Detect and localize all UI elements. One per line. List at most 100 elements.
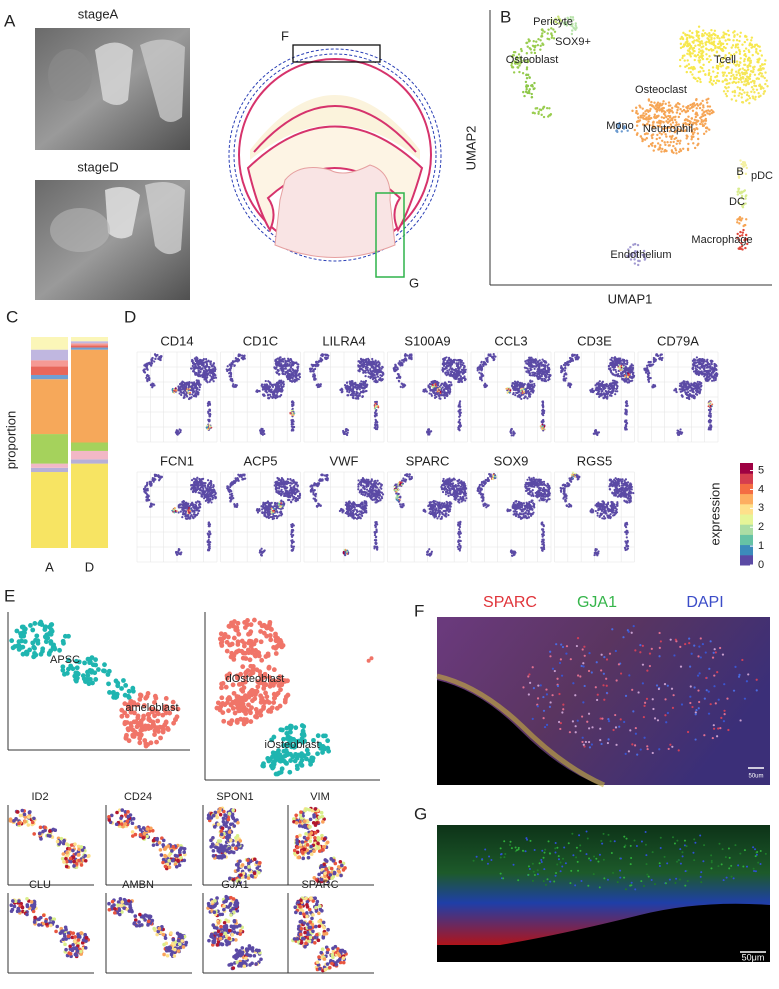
point	[733, 53, 736, 56]
point	[260, 432, 263, 435]
point	[674, 115, 677, 119]
point	[295, 371, 298, 374]
point	[740, 80, 743, 84]
point	[695, 126, 698, 130]
point	[345, 381, 349, 384]
point	[233, 385, 237, 388]
point	[737, 169, 740, 172]
point	[697, 59, 700, 62]
point	[526, 367, 529, 370]
point	[732, 39, 735, 42]
point	[757, 77, 761, 81]
point	[722, 31, 725, 34]
point	[544, 364, 547, 367]
point	[527, 386, 530, 389]
point	[565, 377, 568, 380]
point	[445, 394, 449, 398]
point	[371, 374, 374, 377]
point	[742, 165, 745, 168]
point	[696, 359, 699, 362]
point	[738, 222, 741, 225]
point	[704, 119, 708, 122]
point	[706, 37, 709, 40]
point	[280, 363, 283, 366]
point	[362, 365, 365, 369]
point	[721, 71, 724, 74]
point	[459, 361, 462, 364]
point	[346, 385, 349, 388]
point	[618, 121, 621, 125]
point	[548, 107, 551, 110]
point	[762, 67, 765, 70]
point	[381, 365, 384, 368]
point	[742, 228, 745, 232]
point	[702, 50, 705, 54]
point	[750, 36, 754, 39]
point	[697, 51, 701, 54]
point	[513, 380, 517, 383]
point	[690, 130, 694, 134]
point	[667, 104, 671, 107]
point	[293, 380, 296, 383]
point	[744, 197, 747, 200]
point	[199, 368, 202, 371]
point	[528, 356, 532, 359]
point	[694, 361, 698, 364]
feature-plot	[220, 351, 301, 443]
point	[540, 34, 543, 37]
point	[662, 112, 666, 116]
point	[600, 390, 603, 393]
point	[209, 369, 213, 373]
point	[716, 34, 720, 38]
point	[624, 409, 628, 412]
point	[683, 54, 686, 57]
point	[698, 61, 701, 64]
point	[357, 364, 361, 368]
point	[567, 384, 570, 387]
point	[631, 109, 634, 113]
point	[686, 105, 690, 108]
point	[631, 364, 635, 367]
point	[631, 254, 634, 257]
point	[730, 98, 733, 101]
point	[691, 366, 695, 369]
point	[693, 104, 697, 107]
point	[637, 120, 640, 123]
point	[539, 39, 542, 42]
point	[698, 103, 702, 106]
point	[439, 391, 442, 393]
point	[746, 38, 749, 41]
point	[374, 359, 377, 362]
point	[541, 420, 544, 423]
point	[186, 389, 188, 392]
point	[638, 104, 641, 107]
point	[321, 353, 324, 356]
point	[698, 358, 701, 361]
point	[552, 28, 555, 31]
point	[203, 375, 206, 379]
point	[289, 369, 292, 373]
point	[507, 388, 510, 390]
point	[653, 101, 656, 104]
point	[206, 424, 209, 427]
point	[457, 405, 460, 408]
point	[692, 41, 695, 44]
point	[701, 359, 704, 362]
point	[212, 369, 215, 372]
point	[404, 353, 407, 356]
point	[449, 363, 452, 366]
point	[442, 358, 445, 361]
point	[706, 378, 709, 381]
point	[653, 116, 656, 119]
point	[666, 126, 669, 129]
point	[699, 66, 702, 69]
point	[748, 102, 751, 105]
point	[624, 404, 628, 407]
point	[143, 368, 146, 371]
point	[643, 132, 647, 136]
point	[647, 120, 650, 123]
point	[541, 400, 545, 403]
point	[521, 71, 525, 75]
point	[613, 359, 617, 362]
point	[197, 379, 200, 382]
